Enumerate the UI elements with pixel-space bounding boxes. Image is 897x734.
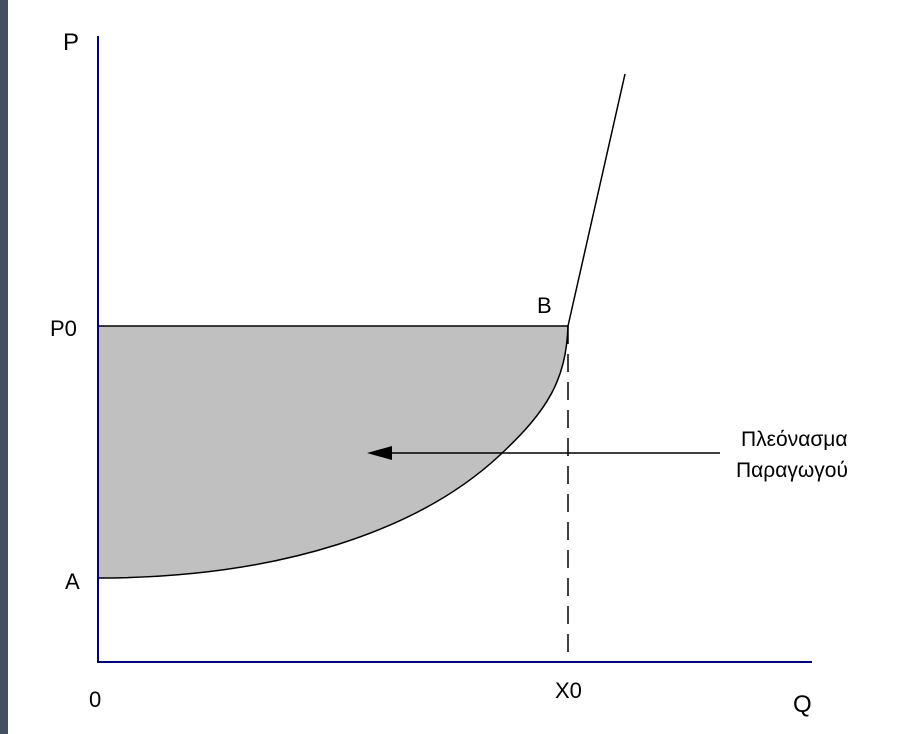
p0-label: P0 — [50, 316, 77, 341]
point-a-label: A — [65, 569, 80, 594]
surplus-arrow-head — [367, 446, 392, 460]
annotation-line-2: Παραγωγού — [736, 459, 848, 482]
origin-label: 0 — [89, 687, 101, 712]
point-b-label: B — [537, 293, 552, 318]
supply-curve-upper — [567, 73, 626, 327]
annotation-line-1: Πλεόνασμα — [741, 428, 848, 451]
x0-label: X0 — [555, 678, 582, 703]
y-axis-label: P — [63, 29, 79, 56]
producer-surplus-area — [98, 326, 568, 578]
x-axis-label: Q — [793, 691, 812, 718]
supply-curve-lower — [97, 325, 569, 579]
